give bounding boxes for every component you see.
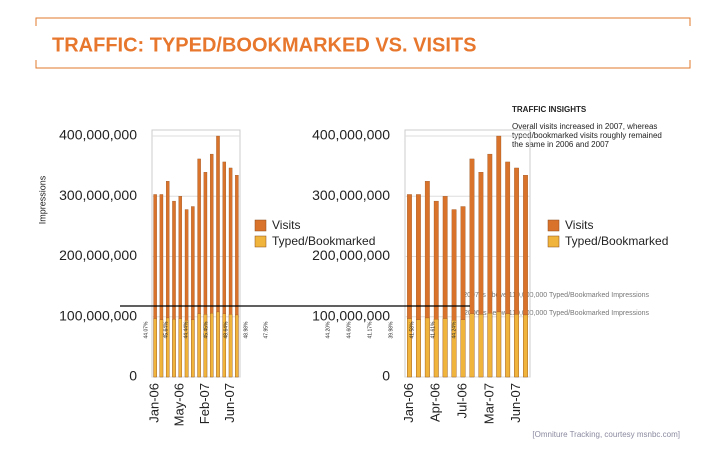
bar — [159, 319, 164, 378]
legend-swatch — [254, 235, 267, 248]
x-tick-label: Jun-07 — [508, 383, 523, 423]
percent-label: 44.20% — [325, 321, 331, 339]
y-tick-label: 200,000,000 — [312, 247, 390, 263]
percent-label: 47.95% — [263, 321, 269, 339]
percent-label: 44.24% — [451, 321, 457, 339]
percent-label: 45.45% — [203, 321, 209, 339]
bar — [478, 314, 484, 378]
percent-label: 44.07% — [143, 321, 149, 339]
bar — [424, 317, 430, 378]
insights-heading: TRAFFIC INSIGHTS — [512, 105, 587, 114]
legend-label: Visits — [272, 218, 300, 232]
annotation: 2007 is above 110,000,000 Typed/Bookmark… — [463, 292, 649, 299]
percent-label: 48.64% — [223, 321, 229, 339]
y-tick-label: 0 — [382, 368, 390, 384]
bar — [496, 311, 502, 378]
percent-label: 41.61% — [430, 321, 436, 339]
bar — [416, 319, 421, 378]
plot-frame — [151, 129, 241, 378]
source: [Omniture Tracking, courtesy msnbc.com] — [532, 430, 680, 439]
bar — [469, 313, 475, 378]
legend-swatch — [547, 219, 560, 232]
bar — [191, 319, 195, 378]
bar — [222, 313, 227, 378]
insights-line: typed/bookmarked visits roughly remained — [512, 131, 662, 140]
y-tick-label: 100,000,000 — [59, 307, 137, 323]
percent-label: 44.60% — [346, 321, 352, 339]
bar — [442, 318, 448, 378]
bar — [197, 313, 201, 378]
insights-line: the same in 2006 and 2007 — [512, 140, 610, 149]
bar — [203, 314, 208, 378]
plot-frame — [404, 129, 531, 378]
legend-swatch — [254, 219, 267, 232]
x-tick-label: Feb-07 — [197, 383, 212, 424]
bar — [460, 319, 466, 378]
y-tick-label: 200,000,000 — [59, 247, 137, 263]
y-tick-label: 400,000,000 — [312, 127, 390, 143]
bar — [165, 317, 170, 378]
x-tick-label: Jan-06 — [147, 383, 162, 423]
bar — [172, 319, 176, 378]
annotation: 2006 is below 110,000,000 Typed/Bookmark… — [464, 310, 649, 317]
legend-label: Visits — [565, 218, 593, 232]
bar — [228, 314, 233, 378]
bar — [451, 320, 457, 378]
y-tick-label: 400,000,000 — [59, 127, 137, 143]
frame-bottom — [35, 60, 691, 69]
y-tick-label: 100,000,000 — [312, 307, 390, 323]
bar — [514, 314, 519, 378]
y-tick-label: 300,000,000 — [312, 187, 390, 203]
slide-title: TRAFFIC: TYPED/BOOKMARKED VS. VISITS — [52, 34, 476, 56]
legend-swatch — [547, 235, 560, 248]
percent-label: 41.17% — [367, 321, 373, 339]
bar — [209, 312, 214, 378]
x-tick-label: Jan-06 — [401, 383, 416, 423]
x-tick-label: May-06 — [172, 383, 187, 426]
bar — [407, 318, 412, 378]
bar — [523, 314, 528, 378]
percent-label: 45.64% — [163, 321, 169, 339]
bar — [235, 314, 239, 378]
x-tick-label: Jul-06 — [454, 383, 469, 418]
percent-label: 41.58% — [409, 321, 415, 339]
y-axis-label: Impressions — [37, 175, 47, 224]
insights-line: Overall visits increased in 2007, wherea… — [512, 122, 657, 131]
legend-label: Typed/Bookmarked — [272, 234, 375, 248]
bar — [433, 319, 439, 378]
y-tick-label: 0 — [129, 368, 137, 384]
bar — [216, 311, 220, 378]
x-tick-label: Jun-07 — [222, 383, 237, 423]
bar — [153, 318, 157, 378]
header-frame — [35, 17, 691, 69]
x-tick-label: Apr-06 — [428, 383, 443, 422]
frame-top — [35, 17, 691, 26]
x-tick-label: Mar-07 — [481, 383, 496, 424]
y-tick-label: 300,000,000 — [59, 187, 137, 203]
legend-label: Typed/Bookmarked — [565, 234, 668, 248]
bar — [178, 318, 183, 378]
bar — [184, 320, 189, 378]
percent-label: 44.44% — [183, 321, 189, 339]
bar — [487, 312, 493, 378]
percent-label: 48.98% — [243, 321, 249, 339]
percent-label: 39.98% — [388, 321, 394, 339]
bar — [505, 313, 511, 378]
